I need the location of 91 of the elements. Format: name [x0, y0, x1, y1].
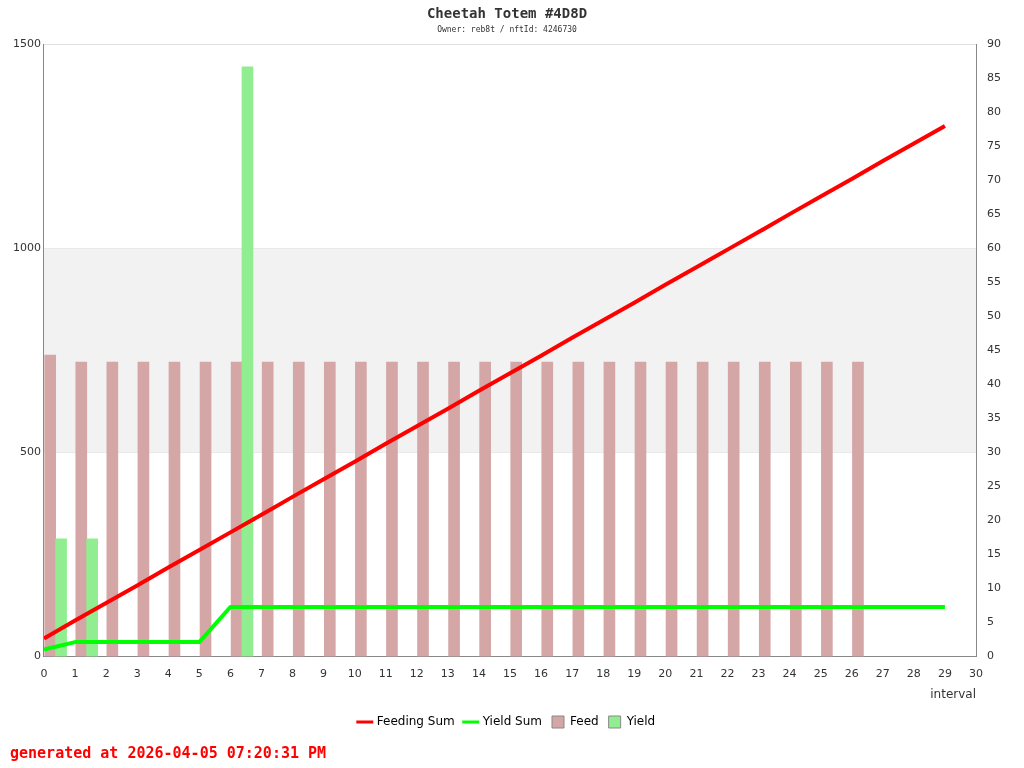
x-tick-label: 27 — [875, 666, 890, 680]
x-tick-label: 17 — [565, 666, 580, 680]
chart-title: Cheetah Totem #4D8D — [426, 5, 588, 22]
bar — [789, 361, 802, 657]
y2-tick-label: 20 — [987, 513, 1001, 527]
legend-label: Feeding Sum — [376, 714, 455, 729]
y-tick-label: 1500 — [12, 37, 41, 51]
bar — [137, 361, 150, 657]
x-tick-label: 12 — [409, 666, 424, 680]
bar — [168, 361, 181, 657]
bar — [44, 354, 57, 657]
x-tick-label: 30 — [969, 666, 983, 680]
legend-label: Yield — [625, 714, 656, 729]
bar — [510, 361, 523, 657]
bar — [665, 361, 678, 657]
x-tick-label: 29 — [937, 666, 952, 680]
bar — [323, 361, 336, 657]
x-tick-label: 6 — [226, 666, 234, 680]
y2-tick-label: 25 — [987, 479, 1001, 493]
x-tick-label: 21 — [689, 666, 704, 680]
y2-tick-label: 5 — [987, 615, 994, 629]
legend-label: Feed — [570, 714, 599, 729]
bar — [75, 361, 88, 657]
bar — [241, 66, 254, 657]
x-tick-label: 13 — [440, 666, 455, 680]
y2-tick-label: 60 — [987, 241, 1001, 255]
x-tick-label: 18 — [596, 666, 611, 680]
y-tick-label: 1000 — [12, 241, 41, 255]
bar — [541, 361, 554, 657]
bar — [479, 361, 491, 657]
y2-tick-label: 40 — [987, 377, 1001, 391]
bar — [355, 361, 367, 657]
y2-tick-label: 10 — [987, 581, 1001, 595]
y2-tick-label: 0 — [987, 649, 994, 663]
y2-tick-label: 50 — [987, 309, 1001, 323]
y2-tick-label: 55 — [987, 275, 1001, 289]
bar — [727, 361, 740, 657]
bar — [292, 361, 305, 657]
x-tick-label: 22 — [720, 666, 735, 680]
bar — [55, 538, 67, 657]
x-tick-label: 20 — [658, 666, 673, 680]
x-tick-label: 19 — [627, 666, 642, 680]
x-tick-label: 10 — [347, 666, 362, 680]
bar — [417, 361, 429, 657]
bar — [758, 361, 771, 657]
x-tick-label: 1 — [71, 666, 79, 680]
y2-tick-label: 85 — [987, 71, 1001, 85]
x-tick-label: 14 — [471, 666, 486, 680]
y-tick-label: 500 — [19, 445, 41, 459]
legend-label: Yield Sum — [481, 714, 542, 729]
bar — [86, 538, 98, 657]
x-tick-label: 11 — [378, 666, 393, 680]
bar — [448, 361, 460, 657]
chart-subtitle: Owner: reb8t / nftId: 4246730 — [437, 24, 578, 34]
y2-tick-label: 75 — [987, 139, 1001, 153]
x-tick-label: 26 — [844, 666, 859, 680]
x-tick-label: 5 — [195, 666, 203, 680]
bar — [821, 361, 833, 657]
bar — [199, 361, 212, 657]
y2-tick-label: 65 — [987, 207, 1001, 221]
x-axis-title: interval — [930, 686, 976, 701]
x-tick-label: 15 — [503, 666, 517, 680]
text: generated at 2026-04-05 07:20:31 PM — [10, 744, 327, 762]
bar — [106, 361, 119, 657]
x-tick-label: 28 — [906, 666, 921, 680]
y2-tick-label: 15 — [987, 547, 1001, 561]
y2-tick-label: 45 — [987, 343, 1001, 357]
bar — [230, 361, 243, 657]
bar — [261, 361, 274, 657]
x-tick-label: 2 — [102, 666, 110, 680]
x-tick-label: 4 — [164, 666, 172, 680]
y2-tick-label: 30 — [987, 445, 1001, 459]
bar — [852, 361, 864, 657]
bar — [603, 361, 616, 657]
x-tick-label: 9 — [320, 666, 328, 680]
x-tick-label: 16 — [534, 666, 549, 680]
x-tick-label: 8 — [289, 666, 297, 680]
y2-tick-label: 90 — [987, 37, 1001, 51]
x-tick-label: 24 — [782, 666, 797, 680]
bar — [572, 361, 585, 657]
bar — [386, 361, 398, 657]
y2-tick-label: 70 — [987, 173, 1001, 187]
bar — [696, 361, 709, 657]
x-tick-label: 7 — [257, 666, 265, 680]
x-tick-label: 3 — [133, 666, 141, 680]
y2-tick-label: 35 — [987, 411, 1001, 425]
bar — [634, 361, 647, 657]
x-tick-label: 25 — [813, 666, 828, 680]
x-tick-label: 23 — [751, 666, 766, 680]
y-tick-label: 0 — [33, 649, 41, 663]
y2-tick-label: 80 — [987, 105, 1001, 119]
